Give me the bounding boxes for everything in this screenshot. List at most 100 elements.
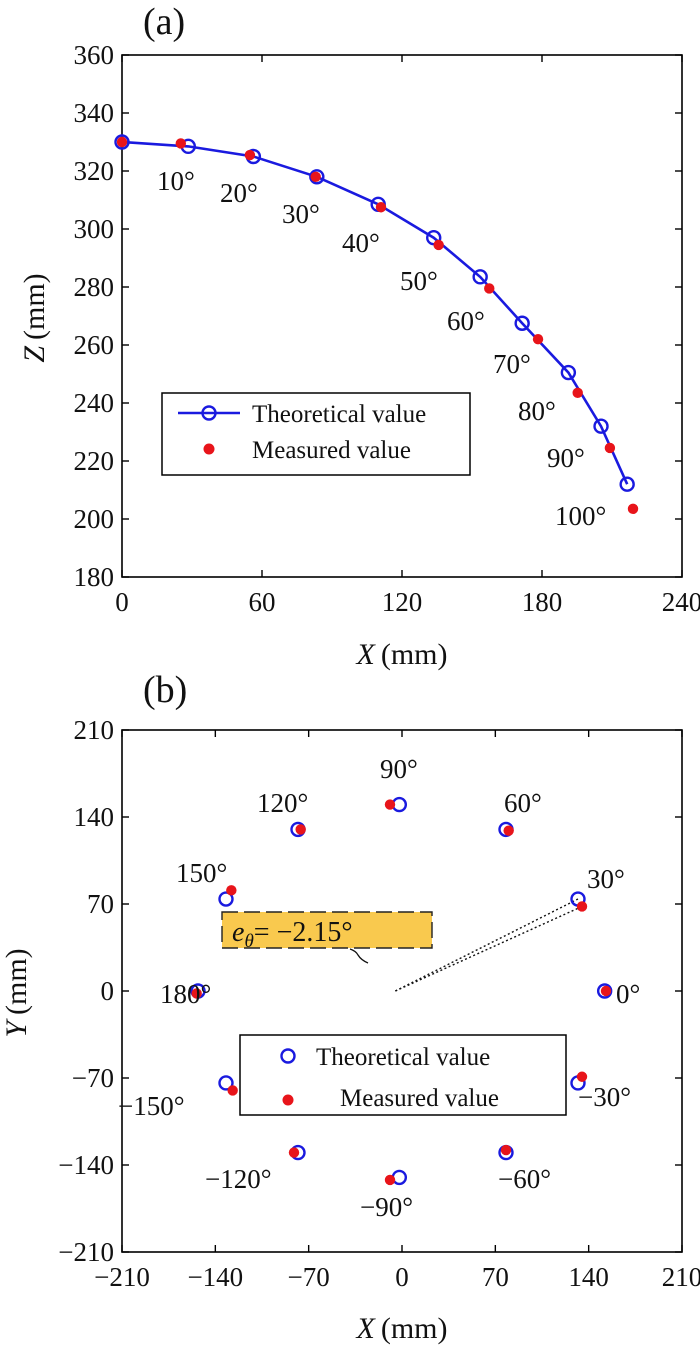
legend-a-theoretical-marker [201, 405, 217, 421]
panel-a-y-tick-labels: 180 200 220 240 260 280 300 320 340 360 [74, 40, 115, 592]
measured-point [384, 1174, 396, 1186]
measured-point [503, 825, 514, 836]
y-tick-label: −140 [58, 1150, 114, 1180]
measured-point [576, 1071, 588, 1082]
angle-label: −150° [118, 1091, 185, 1121]
angle-label: 70° [493, 349, 531, 379]
angle-label: 0° [616, 979, 640, 1009]
panel-b-y-axis-label: Y(mm) [0, 948, 33, 1037]
x-tick-label: −140 [187, 1262, 243, 1292]
measured-point [295, 824, 306, 835]
angle-label: 60° [504, 788, 542, 818]
angle-label: 10° [157, 166, 195, 196]
theoretical-point [114, 134, 130, 150]
y-tick-label: 70 [87, 889, 114, 919]
angle-label: −60° [498, 1164, 551, 1194]
angle-label: 50° [400, 266, 438, 296]
panel-b-title: (b) [143, 669, 187, 711]
y-tick-label: 280 [74, 272, 115, 302]
angle-label: 90° [380, 754, 418, 784]
measured-point [191, 988, 202, 999]
panel-a-ticks [121, 54, 683, 578]
panel-b: (b) −210 −140 −70 0 70 140 210 −210 −140 −70 0 70 1… [0, 669, 700, 1345]
measured-point [576, 901, 588, 912]
measured-point [310, 171, 321, 182]
x-tick-label: 140 [568, 1262, 609, 1292]
angle-label: 30° [587, 864, 625, 894]
angle-label: 20° [220, 178, 258, 208]
legend-b-theoretical-label: Theoretical value [316, 1044, 490, 1071]
y-tick-label: 260 [74, 330, 115, 360]
panel-a-title: (a) [143, 1, 185, 43]
x-tick-label: −210 [94, 1262, 150, 1292]
angle-label: 40° [342, 228, 380, 258]
x-tick-label: 0 [115, 587, 129, 617]
legend-a-measured-label: Measured value [252, 437, 411, 464]
panel-a-y-axis-label: Z(mm) [18, 273, 51, 362]
y-tick-label: 140 [74, 802, 115, 832]
x-tick-label: 180 [522, 587, 563, 617]
legend-a-measured-marker [203, 443, 215, 455]
measured-point [384, 799, 396, 810]
angle-label: −90° [360, 1192, 413, 1222]
legend-b-measured-label: Measured value [340, 1085, 499, 1112]
theoretical-point [391, 1169, 408, 1186]
panel-a-x-axis-label: X (mm) [356, 638, 448, 671]
angle-label: 90° [547, 443, 585, 473]
angle-error-text: eθ= −2.15° [232, 917, 353, 952]
x-tick-label: 60 [249, 587, 276, 617]
panel-a-measured-markers [116, 136, 639, 515]
legend-a-theoretical-label: Theoretical value [252, 401, 426, 428]
angle-label: 150° [176, 858, 227, 888]
panel-b-angle-error-annotation: eθ= −2.15° [221, 911, 433, 964]
panel-b-measured-markers [191, 799, 612, 1186]
y-tick-label: 210 [74, 715, 115, 745]
panel-b-y-tick-labels: −210 −140 −70 0 70 140 210 [58, 715, 114, 1267]
y-tick-label: 340 [74, 98, 115, 128]
panel-a-legend: Theoretical value Measured value [161, 392, 471, 476]
panel-b-x-axis-label: X (mm) [356, 1312, 448, 1345]
y-tick-label: 180 [74, 562, 115, 592]
measured-point [604, 442, 616, 454]
theoretical-point [218, 1075, 234, 1091]
panel-b-x-tick-labels: −210 −140 −70 0 70 140 210 [94, 1262, 700, 1292]
measured-point [226, 885, 237, 896]
x-tick-label: 240 [662, 587, 700, 617]
panel-b-legend-box [239, 1034, 567, 1116]
theoretical-point [593, 418, 609, 434]
measured-point [627, 503, 639, 515]
measured-point [244, 149, 256, 161]
panel-a-x-tick-labels: 0 60 120 180 240 [115, 587, 700, 617]
angle-label: −120° [205, 1164, 272, 1194]
angle-error-box [221, 911, 433, 949]
panel-a-plot-frame [121, 54, 683, 578]
panel-b-ticks [121, 729, 683, 1253]
angle-label: 100° [555, 501, 606, 531]
theoretical-point [560, 364, 577, 381]
theoretical-point [309, 169, 325, 185]
panel-b-legend: Theoretical value Measured value [239, 1034, 567, 1116]
measured-point [572, 387, 583, 399]
y-tick-label: 360 [74, 40, 115, 70]
y-tick-label: 220 [74, 446, 115, 476]
legend-b-measured-marker [282, 1094, 294, 1106]
theoretical-point [514, 315, 530, 331]
panel-a: (a) 180 200 220 240 260 280 300 320 340 360 0 60 12… [18, 1, 700, 671]
theoretical-point [472, 269, 488, 285]
y-tick-label: −210 [58, 1237, 114, 1267]
panel-a-point-labels: 10° 20° 30° 40° 50° 60° 70° 80° 90° 100° [157, 166, 606, 531]
angle-label: 180° [160, 979, 211, 1009]
measured-point [433, 239, 444, 251]
measured-point [288, 1147, 300, 1158]
angle-error-leader [349, 948, 369, 964]
measured-point [500, 1144, 512, 1156]
x-tick-label: 70 [482, 1262, 509, 1292]
legend-b-theoretical-marker [280, 1048, 296, 1064]
theoretical-point [619, 476, 635, 492]
theoretical-point [218, 891, 234, 907]
y-tick-label: 320 [74, 156, 115, 186]
angle-label: 60° [447, 306, 485, 336]
x-tick-label: 0 [395, 1262, 409, 1292]
measured-point [175, 138, 186, 149]
